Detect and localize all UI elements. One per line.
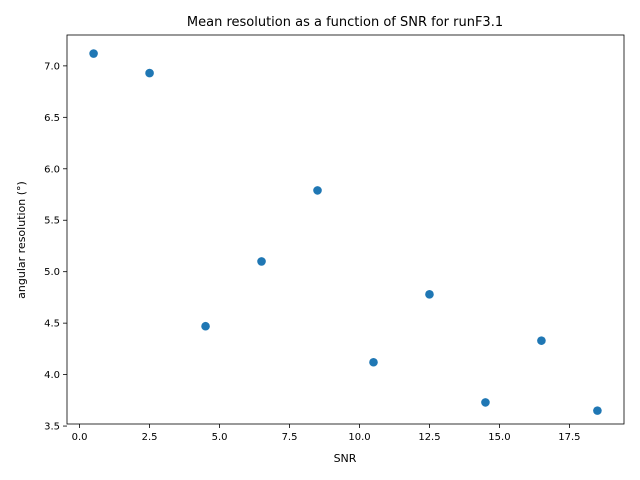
plot-area: 0.0 2.5 5.0 7.5 10.0 12.5 15.0 17.5 3.5 4.0 4.5 5.0… <box>44 34 625 443</box>
y-tick-label: 6.0 <box>44 164 60 175</box>
axes-frame <box>66 34 625 425</box>
data-point <box>257 257 266 266</box>
x-tick-label: 17.5 <box>558 432 580 443</box>
x-tick-label: 2.5 <box>142 432 158 443</box>
y-tick-label: 4.5 <box>44 319 60 330</box>
x-tick-label: 10.0 <box>348 432 370 443</box>
chart-title: Mean resolution as a function of SNR for… <box>187 15 503 30</box>
data-point <box>425 290 434 299</box>
x-tick-label: 12.5 <box>418 432 440 443</box>
data-point <box>537 336 546 345</box>
y-tick-label: 5.5 <box>44 216 60 227</box>
y-axis-label: angular resolution (°) <box>15 181 28 299</box>
y-tick-label: 6.5 <box>44 113 60 124</box>
data-point <box>89 49 98 58</box>
y-tick-label: 7.0 <box>44 61 60 72</box>
data-point <box>481 398 490 407</box>
y-tick-label: 4.0 <box>44 370 60 381</box>
x-tick-label: 15.0 <box>488 432 510 443</box>
data-point <box>593 406 602 415</box>
y-tick-label: 5.0 <box>44 267 60 278</box>
x-axis-label: SNR <box>334 452 357 465</box>
x-tick-label: 0.0 <box>72 432 88 443</box>
data-point <box>201 321 210 331</box>
data-point <box>369 357 378 367</box>
data-point <box>145 68 154 78</box>
y-tick-label: 3.5 <box>44 422 60 433</box>
data-point <box>313 186 322 195</box>
x-tick-label: 7.5 <box>282 432 298 443</box>
x-tick-label: 5.0 <box>212 432 228 443</box>
